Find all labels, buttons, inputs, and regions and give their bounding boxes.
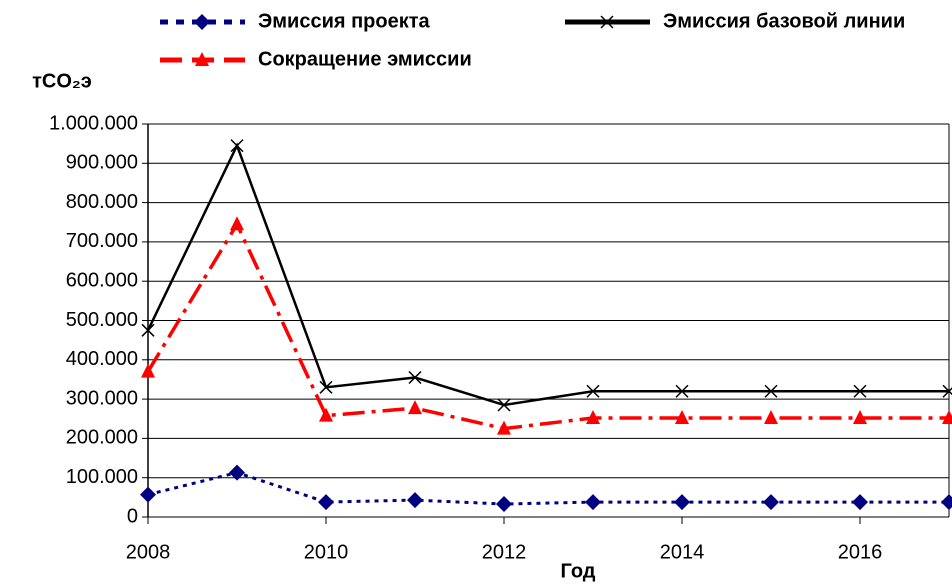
x-tick-label: 2016 bbox=[838, 541, 883, 563]
y-tick-label: 300.000 bbox=[66, 387, 138, 409]
data-point bbox=[319, 380, 333, 394]
data-point bbox=[319, 407, 333, 422]
y-tick-label: 200.000 bbox=[66, 427, 138, 449]
data-point bbox=[497, 398, 511, 412]
legend-marker bbox=[194, 14, 210, 30]
y-tick-label: 700.000 bbox=[66, 230, 138, 252]
data-point bbox=[675, 409, 689, 424]
y-tick-label: 500.000 bbox=[66, 309, 138, 331]
data-point bbox=[853, 384, 867, 398]
data-point bbox=[496, 496, 512, 513]
y-tick-label: 600.000 bbox=[66, 269, 138, 291]
data-point bbox=[764, 384, 778, 398]
data-point bbox=[941, 494, 952, 511]
y-tick-label: 400.000 bbox=[66, 348, 138, 370]
x-tick-label: 2012 bbox=[482, 541, 527, 563]
y-tick-label: 100.000 bbox=[66, 466, 138, 488]
data-point bbox=[942, 384, 952, 398]
data-point bbox=[853, 409, 867, 424]
data-point bbox=[229, 464, 245, 481]
series-line bbox=[146, 142, 949, 407]
y-tick-label: 1.000.000 bbox=[49, 112, 138, 134]
data-point bbox=[675, 384, 689, 398]
data-point bbox=[585, 494, 601, 511]
y-axis-label: тCO₂э bbox=[32, 70, 92, 92]
data-point bbox=[141, 323, 155, 337]
legend-label: Эмиссия проекта bbox=[258, 10, 431, 32]
x-tick-label: 2008 bbox=[126, 541, 171, 563]
data-point bbox=[674, 494, 690, 511]
series-line bbox=[146, 220, 949, 431]
data-point bbox=[230, 139, 244, 153]
series-line bbox=[147, 471, 949, 506]
data-point bbox=[141, 363, 155, 378]
data-point bbox=[764, 409, 778, 424]
data-point bbox=[140, 486, 156, 503]
data-point bbox=[586, 409, 600, 424]
data-point bbox=[230, 216, 244, 231]
legend-marker bbox=[195, 52, 209, 66]
legend-label: Эмиссия базовой линии bbox=[663, 10, 905, 32]
x-axis-label: Год bbox=[561, 560, 596, 582]
x-tick-label: 2014 bbox=[660, 541, 705, 563]
data-point bbox=[942, 409, 952, 424]
legend-marker bbox=[600, 15, 614, 29]
y-tick-label: 0 bbox=[127, 505, 138, 527]
data-point bbox=[852, 494, 868, 511]
data-point bbox=[408, 370, 422, 385]
legend-label: Сокращение эмиссии bbox=[258, 48, 472, 70]
data-point bbox=[407, 492, 423, 509]
data-point bbox=[318, 494, 334, 511]
data-point bbox=[408, 400, 422, 415]
data-point bbox=[497, 420, 511, 435]
y-tick-label: 900.000 bbox=[66, 152, 138, 174]
data-point bbox=[586, 384, 600, 398]
y-tick-label: 800.000 bbox=[66, 191, 138, 213]
data-point bbox=[763, 494, 779, 511]
x-tick-label: 2010 bbox=[304, 541, 349, 563]
